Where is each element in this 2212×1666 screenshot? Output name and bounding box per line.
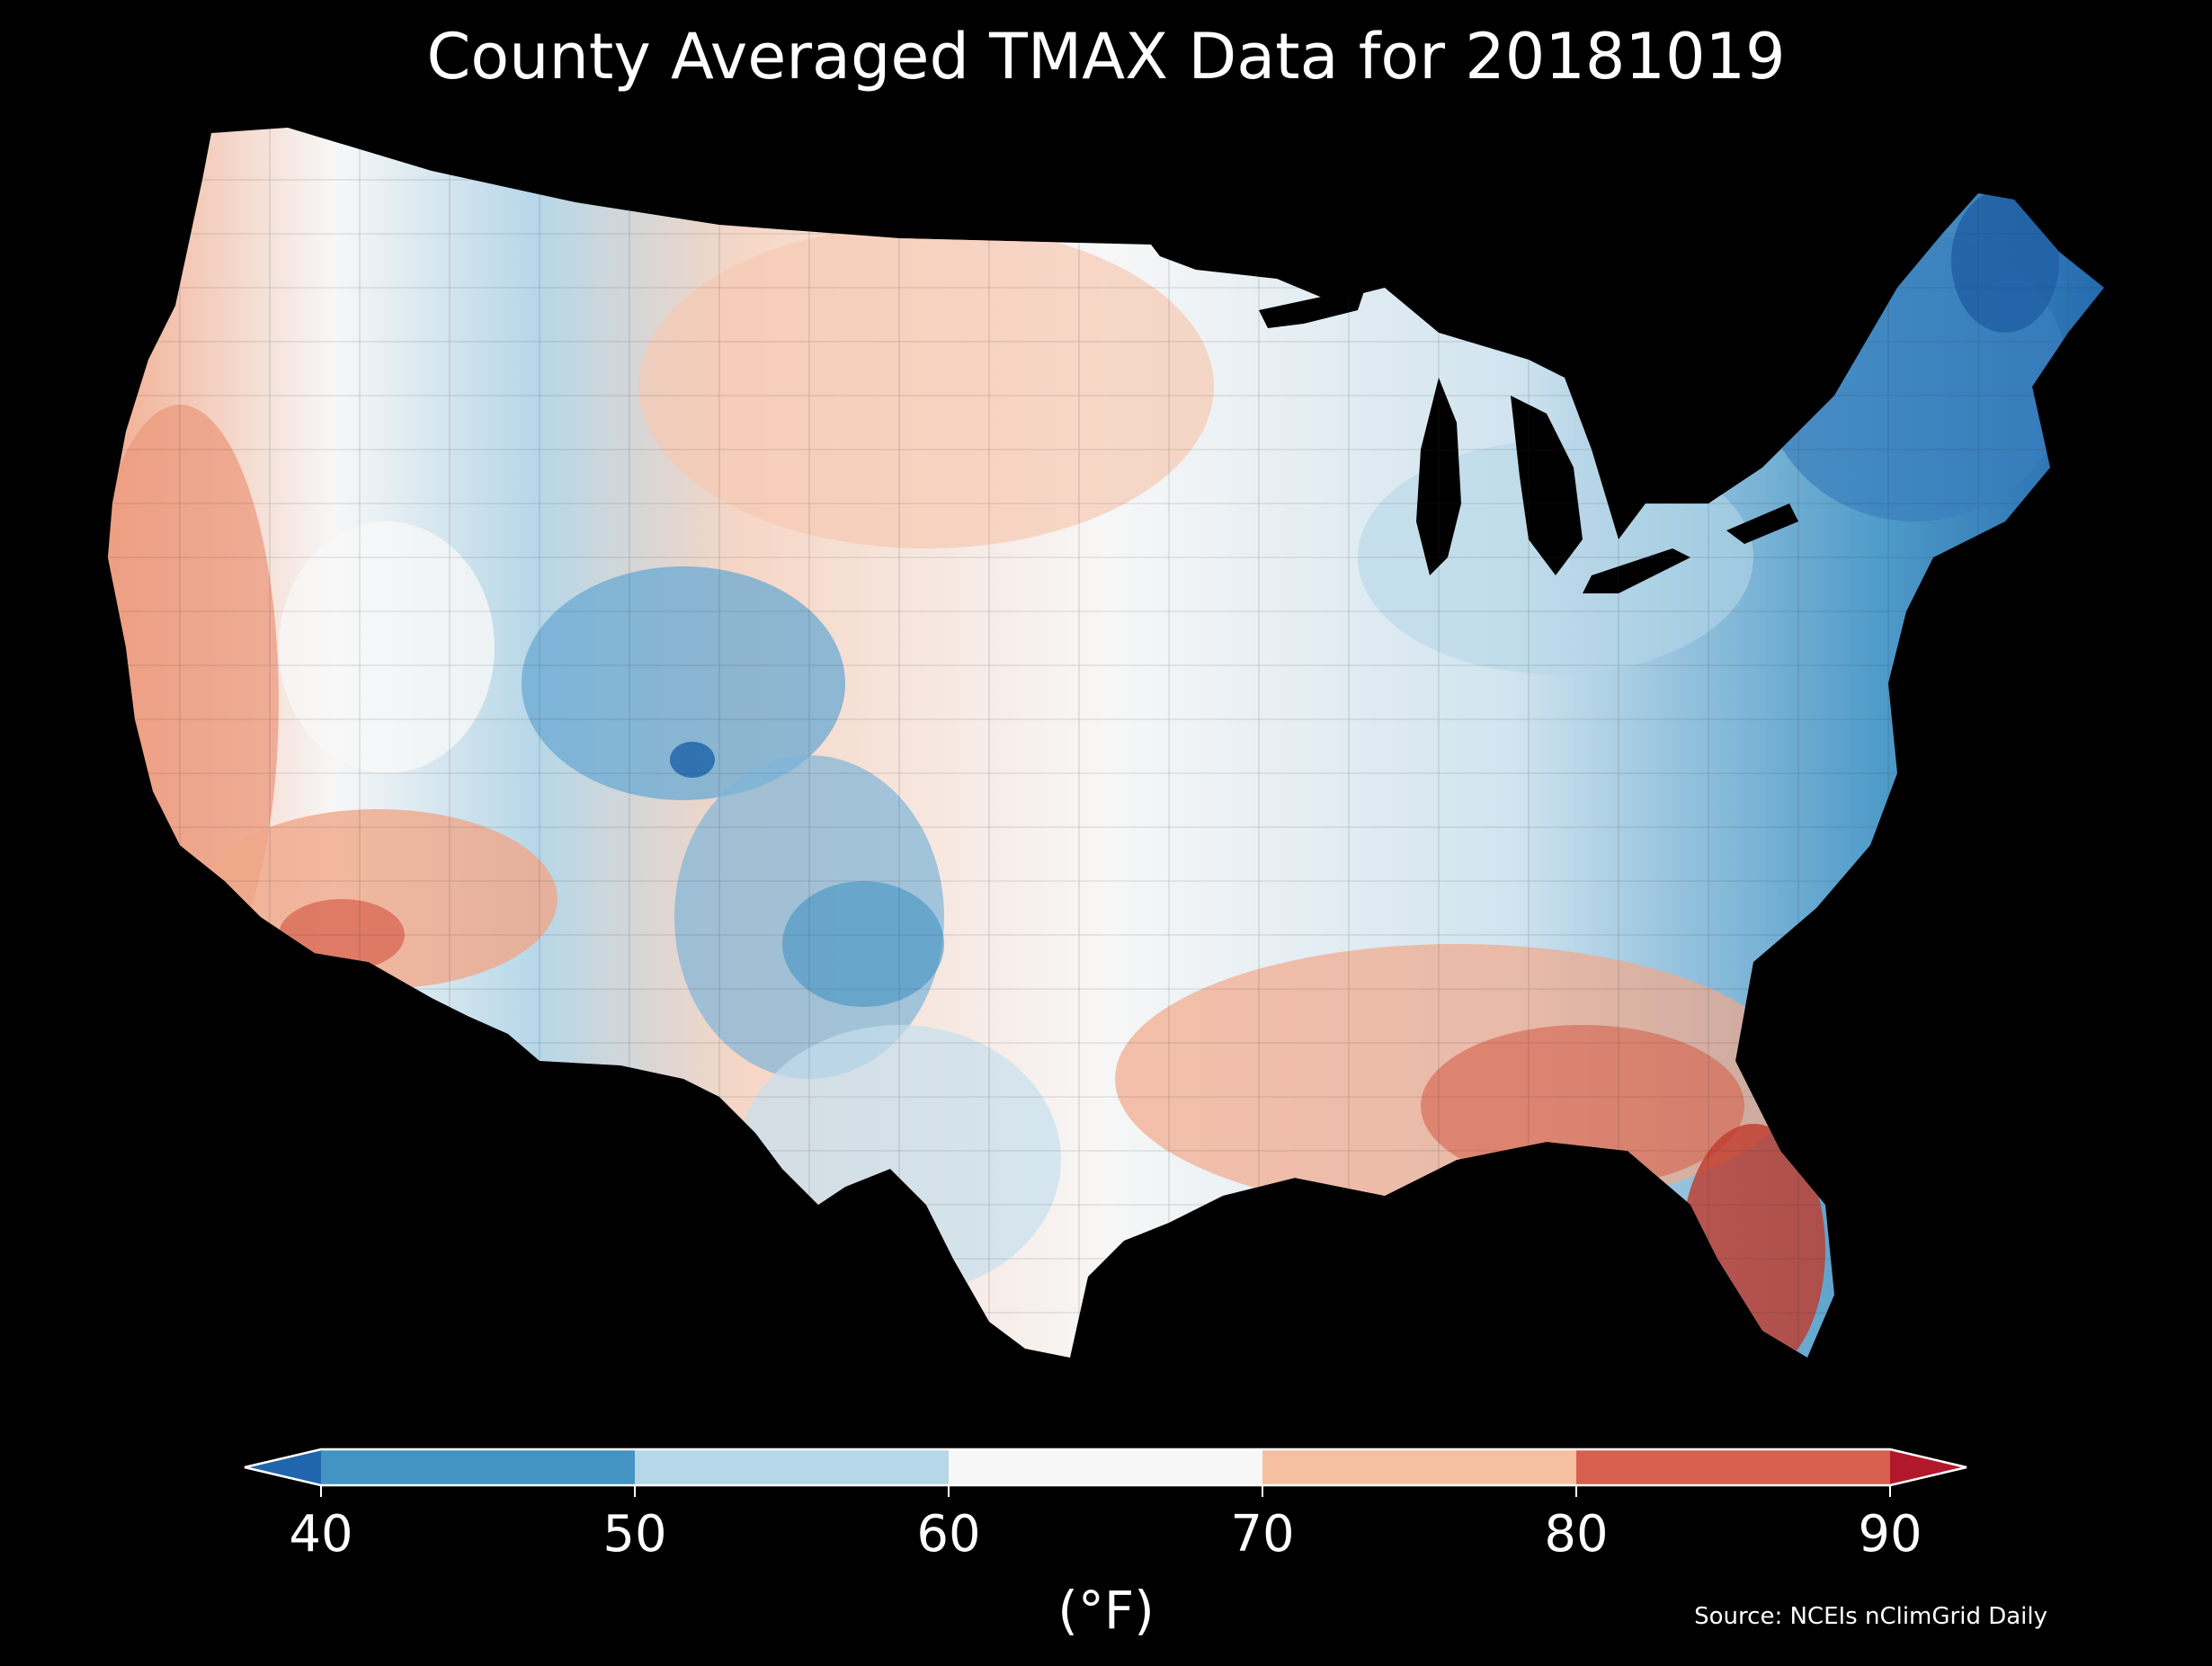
map-title: County Averaged TMAX Data for 20181019: [426, 20, 1786, 94]
source-credit: Source: NCEIs nClimGrid Daily: [1694, 1603, 2047, 1630]
colorbar-bin-70-80: [1262, 1449, 1576, 1485]
colorbar-bin-50-60: [635, 1449, 949, 1485]
great-lakes: [1259, 283, 1798, 593]
colorbar-ticks: [320, 1485, 1891, 1497]
colorbar-tick-label: 80: [1544, 1505, 1609, 1564]
colorbar-extend-high: [1890, 1449, 1967, 1485]
colorbar-tick-label: 90: [1858, 1505, 1922, 1564]
colorbar-extend-low: [245, 1449, 321, 1485]
colorbar-bin-80-90: [1576, 1449, 1890, 1485]
colorbar-tick-label: 60: [916, 1505, 981, 1564]
colorbar-tick-label: 50: [602, 1505, 667, 1564]
colorbar-tick-label: 70: [1230, 1505, 1295, 1564]
colorbar-bin-40-50: [321, 1449, 635, 1485]
colorbar-bin-60-70: [949, 1449, 1262, 1485]
colorbar-unit-label: (°F): [1057, 1580, 1155, 1641]
colorbar-tick-label: 40: [289, 1505, 353, 1564]
